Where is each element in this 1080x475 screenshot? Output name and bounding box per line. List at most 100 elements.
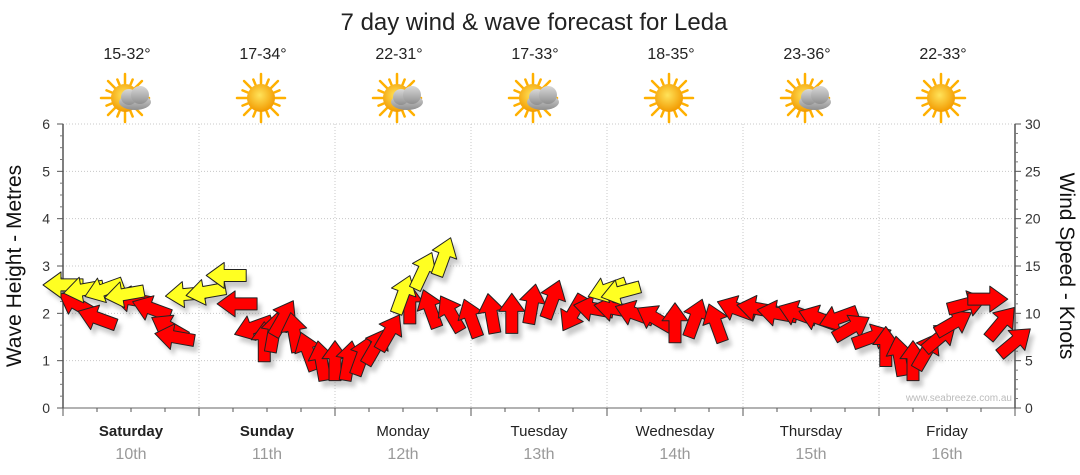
sun-ray xyxy=(116,78,121,87)
right-tick-label: 0 xyxy=(1025,400,1033,416)
sun-ray xyxy=(537,109,542,118)
sun-ray xyxy=(809,78,814,87)
wind-arrow xyxy=(498,292,526,334)
sun-ray xyxy=(945,109,950,118)
sun-ray xyxy=(660,109,665,118)
sun-ray xyxy=(106,106,117,117)
sun-ray xyxy=(677,79,688,90)
sun-ray xyxy=(105,89,114,94)
partly-cloudy-icon xyxy=(99,72,151,124)
sun-ray xyxy=(649,102,658,107)
left-tick-label: 3 xyxy=(42,258,50,274)
wave-arrow xyxy=(185,279,228,306)
sun-ray xyxy=(513,102,522,107)
sun-ray xyxy=(680,102,689,107)
tick-labels: 0 1 2 3 4 5 6 0 5 10 15 20 25 30 xyxy=(42,116,1041,416)
sun-ray xyxy=(242,79,253,90)
temperature-range: 23-36° xyxy=(783,46,830,63)
wind-arrow xyxy=(967,285,1009,313)
wind-arrow xyxy=(539,279,567,321)
sun-ray xyxy=(514,79,525,90)
day-column-saturday: 15-32° Saturday 10th xyxy=(99,46,164,463)
sun-ray xyxy=(129,109,134,118)
day-name-label: Sunday xyxy=(240,423,295,440)
wave-arrow xyxy=(104,281,146,309)
cloud-shape xyxy=(799,86,831,110)
day-name-label: Tuesday xyxy=(511,423,568,440)
sun-ray xyxy=(922,106,933,117)
left-tick-label: 4 xyxy=(42,211,50,227)
credit-label: www.seabreeze.com.au xyxy=(905,393,1012,404)
sun-ray xyxy=(252,109,257,118)
sun-ray xyxy=(265,109,270,118)
partly-cloudy-icon xyxy=(779,72,831,124)
day-name-label: Thursday xyxy=(780,423,843,440)
temperature-range: 17-34° xyxy=(239,46,286,63)
sunny-icon xyxy=(643,72,695,124)
day-name-label: Wednesday xyxy=(636,423,715,440)
sun-ray xyxy=(786,106,797,117)
wind-arrow xyxy=(216,290,258,318)
day-name-label: Friday xyxy=(926,423,968,440)
left-tick-label: 5 xyxy=(42,163,50,179)
sun-ray xyxy=(269,79,280,90)
wave-arrows xyxy=(42,237,642,316)
sun-ray xyxy=(680,89,689,94)
sun-ray xyxy=(513,89,522,94)
wind-arrow xyxy=(995,328,1031,360)
sun-ray xyxy=(932,78,937,87)
wind-arrow xyxy=(437,295,467,335)
axes xyxy=(62,124,1016,409)
sunny-icon xyxy=(235,72,287,124)
sun-ray xyxy=(272,102,281,107)
sun-ray xyxy=(129,78,134,87)
left-tick-label: 2 xyxy=(42,305,50,321)
day-column-thursday: 23-36° Thursday 15th xyxy=(780,46,843,463)
sun-ray xyxy=(677,106,688,117)
sun-ray xyxy=(524,78,529,87)
sun-ray xyxy=(252,78,257,87)
sun-ray xyxy=(796,78,801,87)
sun-ray xyxy=(945,78,950,87)
right-tick-label: 25 xyxy=(1025,163,1041,179)
day-column-wednesday: 18-35° Wednesday 14th xyxy=(636,46,715,463)
wind-arrow xyxy=(983,306,1015,343)
right-tick-label: 10 xyxy=(1025,305,1041,321)
left-tick-label: 0 xyxy=(42,400,50,416)
sun-ray xyxy=(401,109,406,118)
sun-disc xyxy=(927,84,955,112)
wind-arrow xyxy=(77,304,119,332)
wave-arrow xyxy=(600,279,642,306)
wind-arrow xyxy=(702,303,729,345)
day-name-label: Monday xyxy=(376,423,430,440)
sun-ray xyxy=(786,79,797,90)
left-axis-title: Wave Height - Metres xyxy=(3,165,26,367)
sun-ray xyxy=(378,106,389,117)
temperature-range: 18-35° xyxy=(647,46,694,63)
right-tick-label: 15 xyxy=(1025,258,1041,274)
sun-ray xyxy=(265,78,270,87)
day-date-label: 14th xyxy=(659,446,690,463)
chart-title: 7 day wind & wave forecast for Leda xyxy=(341,9,729,36)
sun-ray xyxy=(673,78,678,87)
wind-arrow xyxy=(661,302,689,344)
cloud-shape xyxy=(119,86,151,110)
sun-ray xyxy=(949,106,960,117)
wave-arrow xyxy=(205,261,247,289)
day-column-sunday: 17-34° Sunday 11th xyxy=(235,46,295,463)
sun-ray xyxy=(377,89,386,94)
cloud-shape xyxy=(391,86,423,110)
sun-ray xyxy=(116,109,121,118)
sun-ray xyxy=(921,102,930,107)
sunny-icon xyxy=(915,72,967,124)
cloud-shape xyxy=(527,86,559,110)
day-date-label: 11th xyxy=(252,446,282,463)
sun-ray xyxy=(378,79,389,90)
partly-cloudy-icon xyxy=(507,72,559,124)
sun-ray xyxy=(785,89,794,94)
sun-ray xyxy=(921,89,930,94)
sun-ray xyxy=(932,109,937,118)
day-date-label: 10th xyxy=(115,446,146,463)
temperature-range: 22-33° xyxy=(919,46,966,63)
